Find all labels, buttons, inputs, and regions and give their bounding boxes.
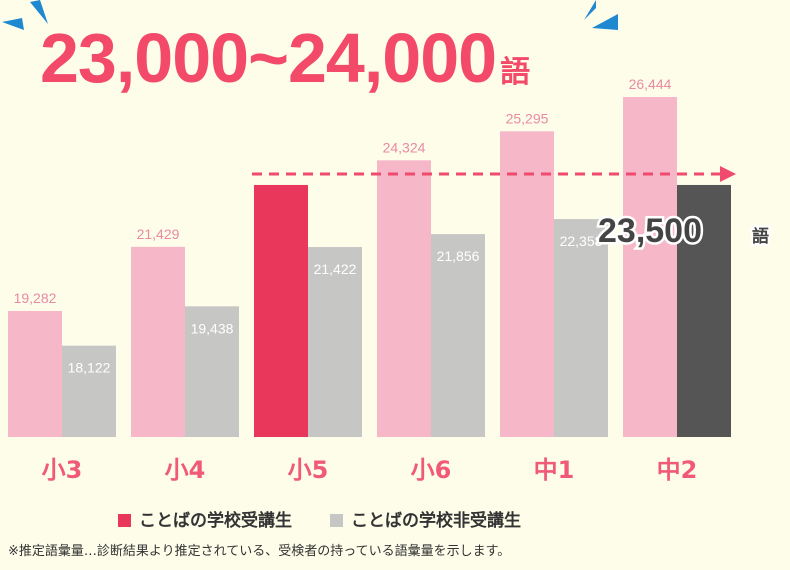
bar-小6-non-attendee	[431, 234, 485, 437]
category-label: 小3	[42, 456, 83, 484]
legend-item-non-attendee: ことばの学校非受講生	[330, 506, 521, 531]
bar-中1-non-attendee	[554, 219, 608, 437]
bar-中2-non-attendee	[677, 184, 731, 437]
bar-小3-attendee	[8, 310, 62, 437]
bar-小5-attendee	[254, 184, 308, 437]
bar-中2-attendee	[623, 96, 677, 437]
data-label: 21,856	[437, 248, 480, 264]
data-label: 21,422	[314, 261, 357, 277]
callout-value: 23,500	[598, 212, 702, 250]
legend-swatch	[118, 514, 131, 527]
bar-小5-non-attendee	[308, 247, 362, 437]
data-label: 22,358	[560, 233, 603, 249]
bar-中1-attendee	[500, 131, 554, 437]
accent-mark	[584, 0, 596, 20]
legend-item-attendee: ことばの学校受講生	[118, 506, 292, 531]
footnote: ※推定語彙量…診断結果より推定されている、受検者の持っている語彙量を示します。	[8, 544, 511, 559]
bar-小4-non-attendee	[185, 306, 239, 437]
category-label: 中1	[534, 456, 575, 484]
bar-小6-attendee	[377, 160, 431, 438]
data-label: 19,438	[191, 320, 234, 336]
category-label: 小4	[165, 456, 206, 484]
data-label: 24,324	[383, 139, 426, 155]
data-label: 19,282	[14, 290, 57, 306]
category-label: 小5	[288, 456, 329, 484]
arrow-head	[720, 166, 736, 182]
data-label: 21,429	[137, 226, 180, 242]
accent-mark	[2, 18, 24, 30]
data-label: 25,295	[506, 110, 549, 126]
accent-mark	[30, 0, 48, 24]
bar-小4-attendee	[131, 246, 185, 437]
category-label: 小6	[411, 456, 452, 484]
callout-unit: 語	[752, 226, 769, 247]
accent-mark	[592, 14, 618, 30]
data-label: 26,444	[629, 76, 672, 92]
data-label: 18,122	[68, 360, 111, 376]
bar-小3-non-attendee	[62, 345, 116, 437]
legend: ことばの学校受講生 ことばの学校非受講生	[118, 506, 521, 531]
category-label: 中2	[657, 456, 698, 484]
chart-title: 23,000~24,000 語	[40, 19, 530, 97]
legend-swatch	[330, 514, 343, 527]
